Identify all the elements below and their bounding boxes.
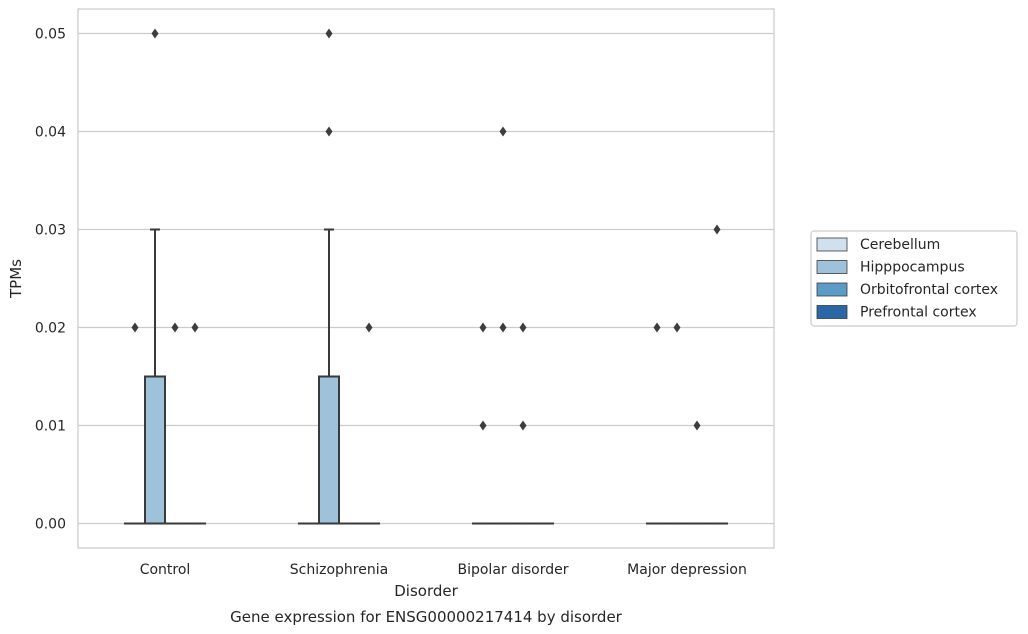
legend-swatch <box>816 282 848 297</box>
box <box>144 375 166 525</box>
legend-swatch <box>816 237 848 252</box>
legend-label: Prefrontal cortex <box>860 305 977 321</box>
plot-area-frame <box>77 8 775 549</box>
x-tick-label: Schizophrenia <box>290 562 388 578</box>
y-tick-label: 0.02 <box>35 321 66 337</box>
outlier-point <box>499 322 507 333</box>
outlier-point <box>693 420 701 431</box>
legend-label: Hipppocampus <box>860 260 965 276</box>
box <box>318 375 340 525</box>
box-series <box>124 28 728 525</box>
x-tick-labels: Control Schizophrenia Bipolar disorder Majo… <box>140 562 747 578</box>
outlier-point <box>325 126 333 137</box>
legend-frame <box>810 230 1018 327</box>
x-axis-label: Disorder <box>394 582 458 600</box>
outlier-point <box>479 420 487 431</box>
x-tick-label: Control <box>140 562 191 578</box>
outlier-point <box>191 322 199 333</box>
y-tick-labels: 0.00 0.01 0.02 0.03 0.04 0.05 <box>35 27 66 533</box>
y-tick-label: 0.00 <box>35 517 66 533</box>
y-tick-label: 0.04 <box>35 125 66 141</box>
legend-swatch <box>816 305 848 319</box>
outlier-point <box>365 322 373 333</box>
outlier-point <box>151 28 159 39</box>
y-tick-label: 0.01 <box>35 419 66 435</box>
outlier-point <box>653 322 661 333</box>
outlier-point <box>171 322 179 333</box>
y-tick-label: 0.03 <box>35 223 66 239</box>
legend-label: Orbitofrontal cortex <box>860 282 998 298</box>
outlier-point <box>519 420 527 431</box>
outlier-point <box>713 224 721 235</box>
outlier-point <box>131 322 139 333</box>
outlier-point <box>519 322 527 333</box>
legend-swatch <box>816 260 848 274</box>
series-prefrontal-cortex <box>184 224 728 525</box>
series-hipppocampus <box>144 28 688 525</box>
legend: Cerebellum Hipppocampus Orbitofrontal cort… <box>810 230 1018 327</box>
series-orbitofrontal-cortex <box>164 322 708 525</box>
legend-label: Cerebellum <box>860 237 940 253</box>
x-tick-label: Major depression <box>627 562 747 578</box>
y-axis-label: TPMs <box>7 259 25 299</box>
gridlines <box>78 32 774 525</box>
x-tick-label: Bipolar disorder <box>457 562 568 578</box>
y-tick-label: 0.05 <box>35 27 66 43</box>
series-cerebellum <box>124 322 668 525</box>
outlier-point <box>499 126 507 137</box>
outlier-point <box>325 28 333 39</box>
outlier-point <box>673 322 681 333</box>
chart-caption: Gene expression for ENSG00000217414 by d… <box>230 608 623 626</box>
outlier-point <box>479 322 487 333</box>
